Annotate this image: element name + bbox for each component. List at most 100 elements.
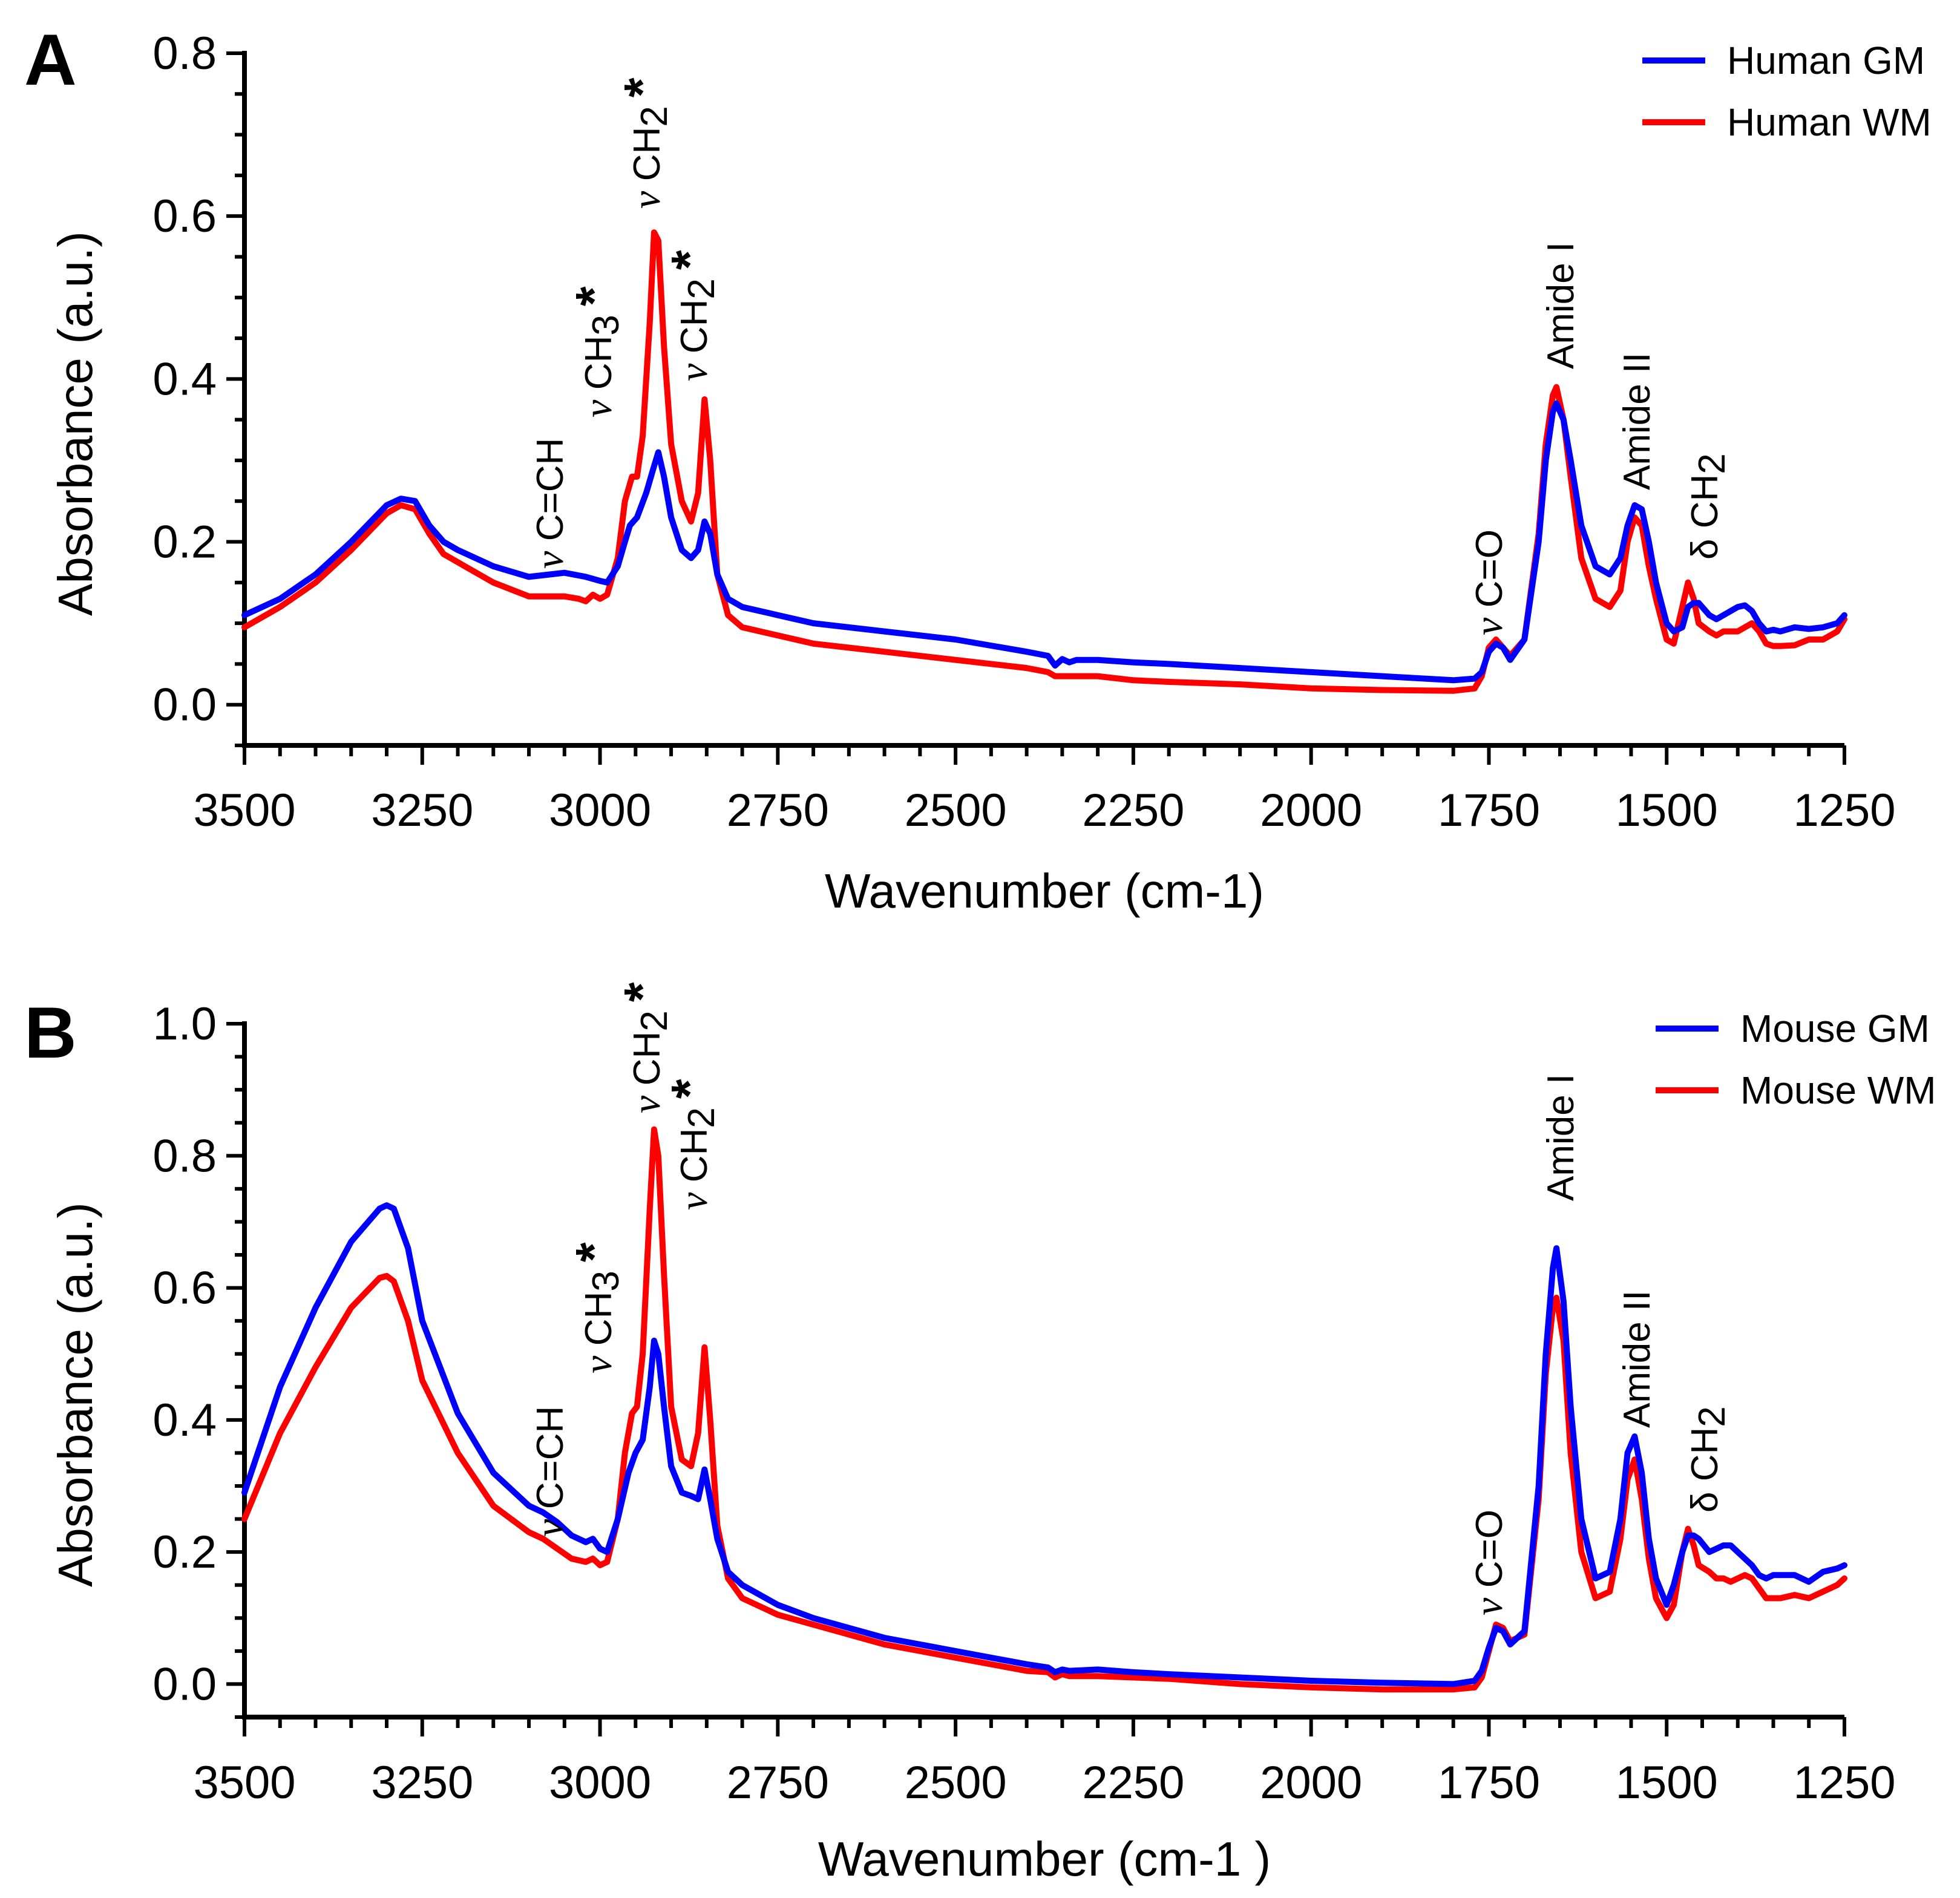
x-tick-label: 3250 [371, 1757, 473, 1808]
peak-annotation: ν C=CH [528, 438, 572, 569]
annotation-prefix: ν [624, 181, 669, 209]
x-tick-label: 2750 [727, 785, 829, 836]
series-line-mouse-wm [241, 1126, 1847, 1693]
annotation-subscript: 2 [1691, 453, 1733, 474]
peak-annotation: ν C=O [1467, 529, 1511, 635]
peak-annotation: δ CH2 [1684, 453, 1733, 560]
annotation-prefix: ν [528, 541, 572, 569]
y-axis-title: Absorbance (a.u.) [48, 1202, 102, 1587]
annotation-star: * [661, 1079, 718, 1099]
y-tick-label: 0.4 [152, 1395, 217, 1446]
peak-annotation: Amide I [1540, 242, 1582, 369]
x-tick-label: 2000 [1260, 785, 1362, 836]
x-tick-label: 2500 [905, 1757, 1007, 1808]
annotation-prefix: ν [1467, 607, 1511, 635]
y-tick-label: 0.6 [152, 191, 217, 242]
y-tick-label: 0.2 [152, 1527, 217, 1578]
annotation-subscript: 2 [681, 1107, 723, 1128]
panel-b: B 0.0 0.2 0.4 0.6 0.8 1.0 3500 3250 3000 2750 2500 2… [24, 982, 1936, 1886]
annotation-text: Amide I [1540, 1074, 1582, 1201]
annotation-prefix: ν [528, 1509, 572, 1537]
x-tick-label: 2000 [1260, 1757, 1362, 1808]
peak-annotation: ν CH2 * [614, 77, 675, 209]
annotation-prefix: ν [576, 390, 620, 417]
y-tick-label: 0.4 [152, 353, 217, 405]
annotation-text: CH [674, 1128, 715, 1183]
annotation-star: * [614, 982, 670, 1002]
y-axis-title: Absorbance (a.u.) [48, 231, 102, 616]
x-axis-title: Wavenumber (cm-1 ) [818, 1832, 1271, 1886]
peak-annotation: ν CH3 * [565, 1242, 627, 1373]
annotation-subscript: 2 [634, 1010, 675, 1031]
annotation-prefix: δ [1684, 1481, 1726, 1513]
annotation-text: CH [578, 1292, 620, 1346]
annotation-subscript: 2 [1691, 1406, 1733, 1427]
x-tick-label: 1750 [1438, 785, 1540, 836]
y-tick-label: 0.0 [152, 679, 217, 731]
x-tick-label: 1250 [1793, 785, 1895, 836]
x-tick-label: 3500 [193, 785, 295, 836]
panel-a: A 0.0 0.2 0.4 0.6 0.8 3500 3250 3000 2750 2500 2250… [24, 19, 1932, 918]
panel-letter: A [24, 19, 77, 100]
peak-annotation: ν CH2 * [661, 1079, 723, 1210]
peak-annotation: ν CH2 * [614, 982, 675, 1113]
annotation-text: C=O [1469, 1510, 1510, 1588]
legend-label: Human WM [1727, 100, 1932, 144]
annotation-prefix: ν [672, 353, 716, 381]
x-tick-label: 1500 [1616, 785, 1718, 836]
peak-annotation: ν C=O [1467, 1510, 1511, 1615]
annotation-prefix: δ [1684, 528, 1726, 560]
annotation-star: * [565, 286, 622, 306]
annotation-prefix: ν [672, 1182, 716, 1210]
series-line-human-wm [241, 229, 1847, 694]
x-tick-label: 1750 [1438, 1757, 1540, 1808]
annotation-subscript: 2 [681, 278, 723, 299]
annotation-text: C=O [1469, 529, 1510, 607]
series-line-mouse-gm [241, 1202, 1847, 1687]
peak-annotation: ν CH2 * [661, 250, 723, 381]
annotation-subscript: 2 [634, 106, 675, 126]
annotation-star: * [661, 250, 718, 270]
x-axis-title: Wavenumber (cm-1) [825, 864, 1264, 918]
peak-annotation: ν C=CH [528, 1406, 572, 1537]
y-tick-label: 1.0 [152, 998, 217, 1050]
x-tick-label: 1500 [1616, 1757, 1718, 1808]
annotation-text: CH [674, 299, 715, 354]
series-line-human-gm [241, 400, 1847, 684]
annotation-text: CH [1684, 474, 1726, 529]
annotation-prefix: ν [624, 1085, 669, 1113]
y-tick-label: 0.0 [152, 1658, 217, 1710]
x-tick-label: 3250 [371, 785, 473, 836]
annotation-subscript: 3 [585, 1271, 627, 1291]
x-tick-label: 2250 [1082, 1757, 1184, 1808]
legend-label: Mouse GM [1740, 1007, 1930, 1050]
legend-label: Human GM [1727, 39, 1925, 82]
annotation-text: Amide II [1616, 353, 1658, 490]
annotation-text: CH [578, 336, 620, 390]
x-tick-label: 2750 [727, 1757, 829, 1808]
annotation-text: CH [626, 127, 668, 182]
annotation-text: C=CH [529, 438, 571, 542]
panel-letter: B [24, 992, 77, 1073]
annotation-text: CH [1684, 1427, 1726, 1482]
annotation-prefix: ν [1467, 1588, 1511, 1615]
annotation-subscript: 3 [585, 315, 627, 335]
y-tick-label: 0.8 [152, 1130, 217, 1182]
y-tick-label: 0.2 [152, 517, 217, 568]
x-tick-label: 3000 [549, 785, 651, 836]
x-tick-label: 1250 [1793, 1757, 1895, 1808]
x-tick-label: 2500 [905, 785, 1007, 836]
peak-annotation: Amide II [1616, 353, 1658, 490]
peak-annotation: δ CH2 [1684, 1406, 1733, 1513]
annotation-text: C=CH [529, 1406, 571, 1510]
y-tick-label: 0.8 [152, 28, 217, 79]
peak-annotation: Amide II [1616, 1291, 1658, 1428]
annotation-star: * [565, 1242, 622, 1262]
annotation-text: Amide II [1616, 1291, 1658, 1428]
x-tick-label: 3000 [549, 1757, 651, 1808]
annotation-prefix: ν [576, 1346, 620, 1373]
y-tick-label: 0.6 [152, 1263, 217, 1314]
annotation-text: Amide I [1540, 242, 1582, 369]
peak-annotation: Amide I [1540, 1074, 1582, 1201]
